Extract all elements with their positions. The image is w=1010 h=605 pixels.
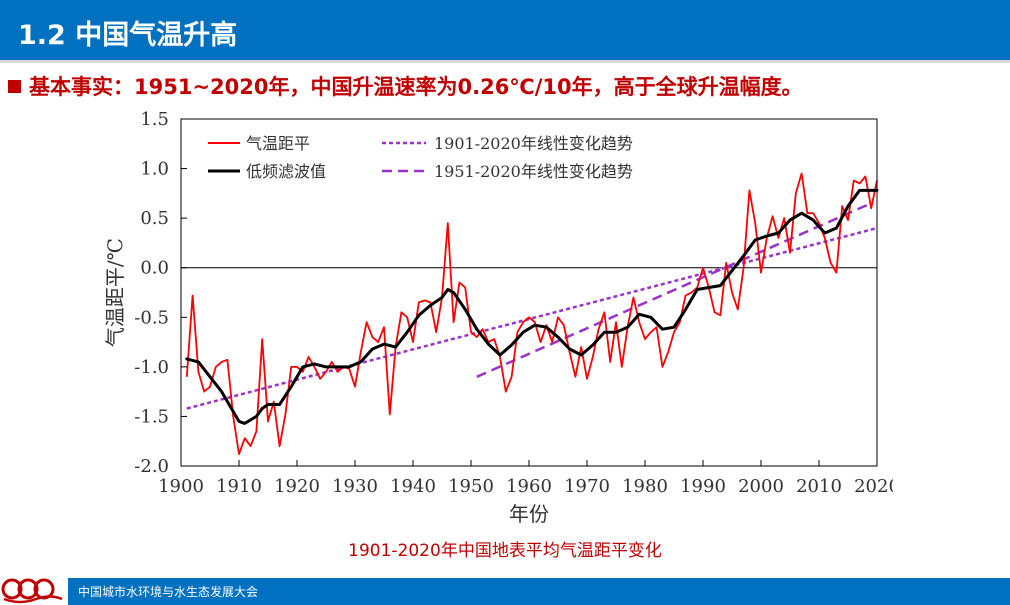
x-tick-label: 1920 xyxy=(274,476,320,497)
title-bar: 1.2 中国气温升高 xyxy=(0,0,1010,63)
x-tick-label: 1980 xyxy=(622,476,668,497)
figure-caption: 1901-2020年中国地表平均气温距平变化 xyxy=(348,541,662,561)
bullet-square-icon xyxy=(8,79,21,93)
legend-label-anomaly: 气温距平 xyxy=(246,134,310,153)
chart-svg: 1900 1910 1920 1930 1940 1950 1960 1970 1980 1990… xyxy=(100,105,900,533)
legend-label-trend-1951: 1951-2020年线性变化趋势 xyxy=(434,162,633,181)
y-tick-label: -0.5 xyxy=(134,307,169,328)
x-tick-label: 1990 xyxy=(680,476,726,497)
legend-label-trend-1901: 1901-2020年线性变化趋势 xyxy=(434,134,633,153)
x-tick-label: 1960 xyxy=(506,476,552,497)
x-tick-label: 2000 xyxy=(738,476,784,497)
legend-label-filter: 低频滤波值 xyxy=(246,162,326,181)
footer-bar: 中国城市水环境与水生态发展大会 xyxy=(68,578,1010,605)
y-tick-label: 1.5 xyxy=(140,109,169,130)
x-tick-label: 1940 xyxy=(390,476,436,497)
x-axis-label: 年份 xyxy=(509,502,549,526)
x-tick-label: 1910 xyxy=(216,476,262,497)
footer-org-name: 中国城市水环境与水生态发展大会 xyxy=(78,585,259,599)
y-axis-label: 气温距平/℃ xyxy=(103,238,127,347)
chart-legend: 气温距平 低频滤波值 1901-2020年线性变化趋势 1951-2020年线性… xyxy=(208,134,633,181)
x-tick-label: 1900 xyxy=(158,476,204,497)
x-tick-label: 1930 xyxy=(332,476,378,497)
conference-logo-icon xyxy=(1,578,63,604)
page-title: 1.2 中国气温升高 xyxy=(18,20,238,51)
key-fact-bullet: 基本事实：1951~2020年，中国升温速率为0.26℃/10年，高于全球升温幅… xyxy=(8,71,803,101)
series-filter-line xyxy=(185,188,879,425)
temperature-chart: 1900 1910 1920 1930 1940 1950 1960 1970 1980 1990… xyxy=(100,105,900,533)
y-tick-label: 1.0 xyxy=(140,159,169,180)
y-tick-label: -1.0 xyxy=(134,357,169,378)
x-tick-label: 1970 xyxy=(564,476,610,497)
y-tick-label: -2.0 xyxy=(134,456,169,477)
x-tick-label: 2010 xyxy=(796,476,842,497)
x-tick-label: 2020 xyxy=(854,476,893,497)
series-trend-1951-line xyxy=(476,202,872,378)
x-tick-label: 1950 xyxy=(448,476,494,497)
y-tick-label: 0.0 xyxy=(140,258,169,279)
y-tick-label: 0.5 xyxy=(140,208,169,229)
y-tick-label: -1.5 xyxy=(134,406,169,427)
key-fact-text: 基本事实：1951~2020年，中国升温速率为0.26℃/10年，高于全球升温幅… xyxy=(29,75,803,99)
